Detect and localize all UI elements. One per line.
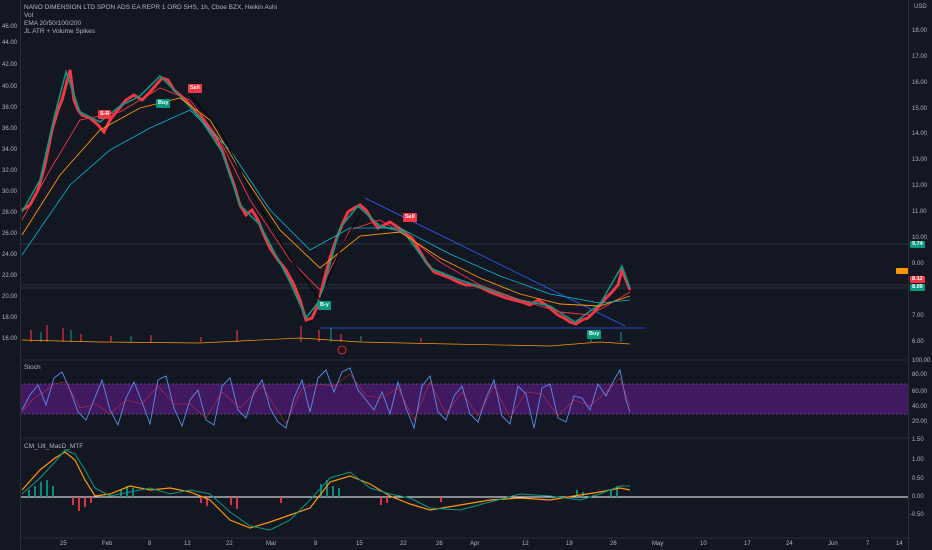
left-axis-tick: 28.00 bbox=[2, 210, 18, 216]
right-axis-tick: 7.00 bbox=[912, 313, 924, 319]
time-tick: 26 bbox=[436, 541, 443, 547]
time-tick: Mar bbox=[266, 541, 277, 547]
left-axis-tick: 42.00 bbox=[2, 62, 18, 68]
macd-axis-tick: -0.50 bbox=[910, 512, 924, 518]
signal-label: B-y bbox=[318, 301, 331, 310]
left-axis-tick: 32.00 bbox=[2, 168, 18, 174]
right-axis-tick: 14.00 bbox=[912, 131, 928, 137]
signal-label: Buy bbox=[587, 330, 602, 339]
stoch-axis-tick: 20.00 bbox=[912, 419, 928, 425]
stoch-title[interactable]: Stoch bbox=[24, 364, 41, 371]
time-tick: 12 bbox=[184, 541, 191, 547]
time-tick: 7 bbox=[866, 541, 870, 547]
price-tag: 8.12 bbox=[910, 276, 925, 283]
macd-title[interactable]: CM_Ult_MacD_MTF bbox=[24, 443, 84, 450]
left-axis-tick: 40.00 bbox=[2, 84, 18, 90]
time-tick: 8 bbox=[314, 541, 318, 547]
macd-axis-tick: 1.50 bbox=[912, 437, 924, 443]
right-axis-tick: 12.00 bbox=[912, 183, 928, 189]
right-axis-tick: 6.00 bbox=[912, 339, 924, 345]
macd-axis-tick: 0.00 bbox=[912, 494, 924, 500]
left-axis-tick: 30.00 bbox=[2, 189, 18, 195]
right-axis-tick: 11.00 bbox=[912, 209, 927, 215]
stoch-axis-tick: 60.00 bbox=[912, 389, 928, 395]
time-tick: 25 bbox=[60, 541, 67, 547]
right-axis-tick: 13.00 bbox=[912, 157, 928, 163]
left-axis-tick: 44.00 bbox=[2, 40, 18, 46]
time-tick: 14 bbox=[896, 541, 903, 547]
time-tick: 8 bbox=[148, 541, 152, 547]
right-axis-tick: 17.00 bbox=[912, 54, 928, 60]
right-axis-tick: 16.00 bbox=[912, 80, 928, 86]
time-tick: 10 bbox=[700, 541, 707, 547]
left-price-axis bbox=[0, 0, 21, 550]
time-tick: 26 bbox=[610, 541, 617, 547]
time-tick: 19 bbox=[566, 541, 573, 547]
price-tag: 9.74 bbox=[910, 241, 925, 248]
left-axis-tick: 26.00 bbox=[2, 231, 18, 237]
time-tick: 12 bbox=[522, 541, 529, 547]
price-marker-box bbox=[896, 268, 908, 274]
legend-atr[interactable]: JL ATR + Volume Spikes bbox=[24, 28, 95, 35]
signal-label: Sell bbox=[188, 84, 202, 93]
chart-title[interactable]: NANO DIMENSION LTD SPON ADS EA REPR 1 OR… bbox=[24, 4, 278, 11]
left-axis-tick: 34.00 bbox=[2, 147, 18, 153]
legend-ema[interactable]: EMA 20/50/100/200 bbox=[24, 20, 82, 27]
right-axis-tick: 9.00 bbox=[912, 261, 924, 267]
left-axis-tick: 18.00 bbox=[2, 315, 18, 321]
left-axis-tick: 38.00 bbox=[2, 105, 18, 111]
signal-label: Sell bbox=[403, 213, 417, 222]
left-axis-tick: 36.00 bbox=[2, 126, 18, 132]
signal-label: Buy bbox=[156, 99, 171, 108]
time-tick: Jun bbox=[828, 541, 838, 547]
time-tick: Apr bbox=[470, 541, 480, 547]
left-axis-tick: 20.00 bbox=[2, 294, 18, 300]
currency-label[interactable]: USD bbox=[914, 4, 927, 10]
left-axis-tick: 46.00 bbox=[2, 24, 18, 30]
right-axis-tick: 10.00 bbox=[912, 235, 928, 241]
stoch-axis-tick: 100.00 bbox=[912, 358, 931, 364]
left-axis-tick: 22.00 bbox=[2, 273, 18, 279]
right-price-axis bbox=[908, 0, 932, 550]
left-axis-tick: 16.00 bbox=[2, 336, 18, 342]
right-axis-tick: 18.00 bbox=[912, 28, 928, 34]
time-tick: 22 bbox=[226, 541, 233, 547]
time-tick: May bbox=[652, 541, 664, 547]
time-tick: Feb bbox=[102, 541, 113, 547]
signal-label: S-R bbox=[98, 110, 112, 119]
stoch-axis-tick: 40.00 bbox=[912, 404, 928, 410]
legend-volume[interactable]: Vol bbox=[24, 12, 34, 19]
time-tick: 22 bbox=[400, 541, 407, 547]
time-tick: 24 bbox=[786, 541, 793, 547]
price-tag: 8.09 bbox=[910, 284, 925, 291]
macd-axis-tick: 1.00 bbox=[912, 457, 924, 463]
left-axis-tick: 24.00 bbox=[2, 252, 18, 258]
time-tick: 15 bbox=[356, 541, 363, 547]
time-tick: 17 bbox=[744, 541, 751, 547]
stoch-axis-tick: 80.00 bbox=[912, 372, 928, 378]
right-axis-tick: 15.00 bbox=[912, 106, 928, 112]
macd-axis-tick: 0.50 bbox=[912, 476, 924, 482]
time-axis[interactable]: 25 Feb 8 12 22 Mar 8 15 22 26 Apr 12 19 … bbox=[0, 539, 932, 550]
